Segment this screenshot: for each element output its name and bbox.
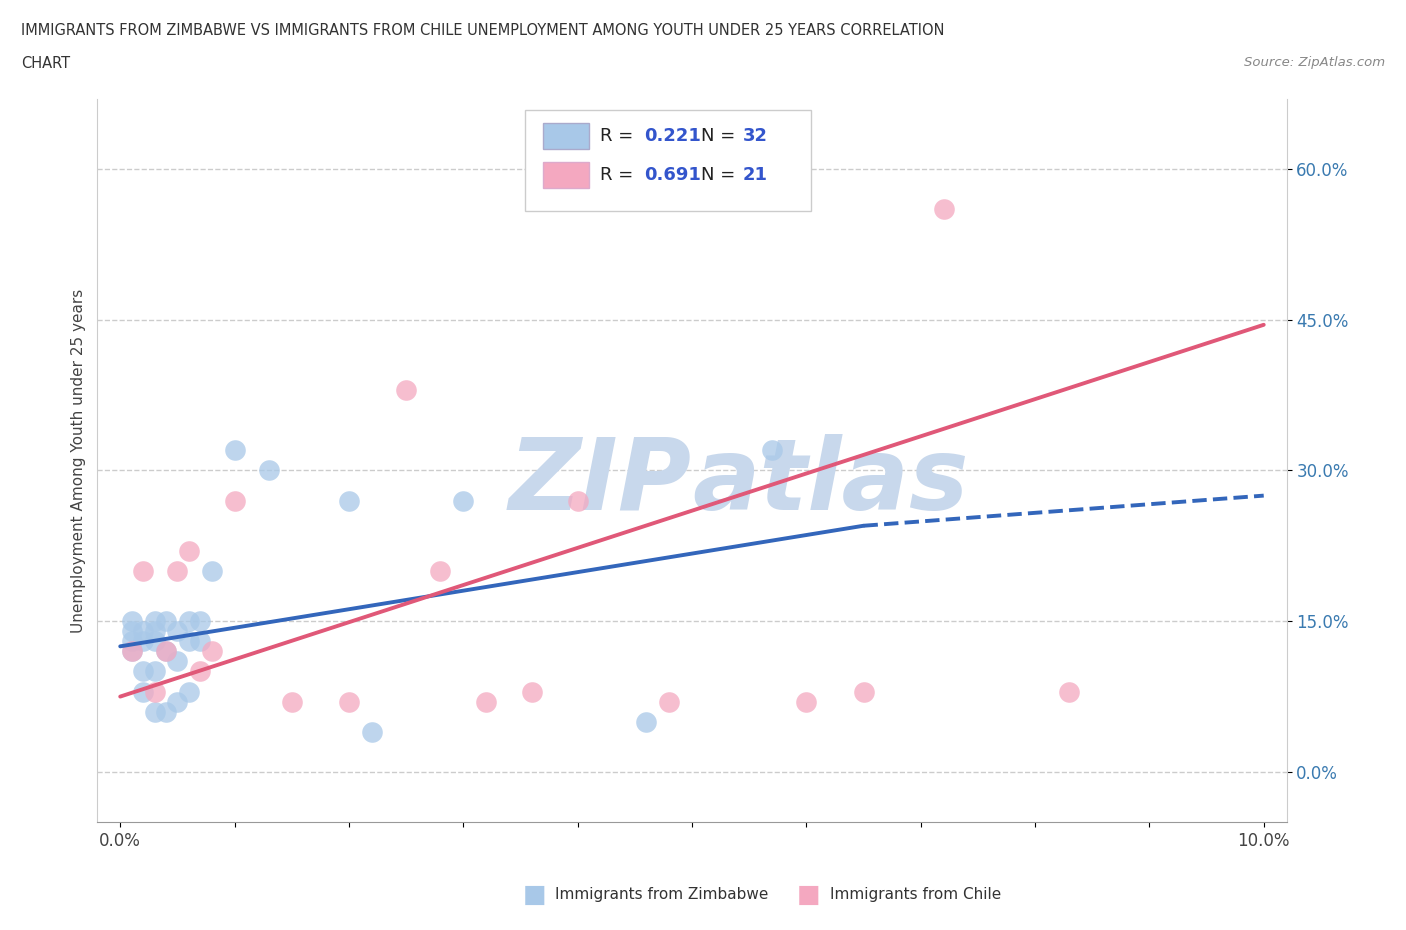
Text: 0.221: 0.221 bbox=[644, 127, 702, 145]
Point bbox=[224, 443, 246, 458]
Point bbox=[121, 614, 143, 629]
Point bbox=[121, 644, 143, 658]
Text: R =: R = bbox=[600, 166, 640, 183]
Text: R =: R = bbox=[600, 127, 640, 145]
Text: Immigrants from Zimbabwe: Immigrants from Zimbabwe bbox=[555, 887, 769, 902]
Point bbox=[201, 564, 224, 578]
Point bbox=[224, 493, 246, 508]
Point bbox=[166, 564, 188, 578]
Point bbox=[143, 614, 166, 629]
Text: 0.691: 0.691 bbox=[644, 166, 702, 183]
Point bbox=[143, 704, 166, 719]
FancyBboxPatch shape bbox=[526, 110, 811, 211]
Point bbox=[132, 564, 155, 578]
Point bbox=[177, 614, 200, 629]
Point bbox=[188, 634, 211, 649]
Text: 32: 32 bbox=[744, 127, 768, 145]
Text: Immigrants from Chile: Immigrants from Chile bbox=[830, 887, 1001, 902]
Text: ■: ■ bbox=[523, 883, 546, 907]
Point bbox=[395, 382, 418, 397]
Point bbox=[166, 654, 188, 669]
Point bbox=[201, 644, 224, 658]
Point bbox=[155, 644, 177, 658]
Point bbox=[188, 664, 211, 679]
Point bbox=[155, 644, 177, 658]
Point bbox=[177, 634, 200, 649]
Y-axis label: Unemployment Among Youth under 25 years: Unemployment Among Youth under 25 years bbox=[72, 288, 86, 632]
Point bbox=[337, 493, 360, 508]
Point bbox=[166, 694, 188, 709]
Point bbox=[281, 694, 304, 709]
Point bbox=[155, 704, 177, 719]
Point bbox=[177, 684, 200, 699]
Point bbox=[132, 634, 155, 649]
Text: 21: 21 bbox=[744, 166, 768, 183]
Point bbox=[475, 694, 498, 709]
Point bbox=[451, 493, 474, 508]
Point bbox=[337, 694, 360, 709]
Text: IMMIGRANTS FROM ZIMBABWE VS IMMIGRANTS FROM CHILE UNEMPLOYMENT AMONG YOUTH UNDER: IMMIGRANTS FROM ZIMBABWE VS IMMIGRANTS F… bbox=[21, 23, 945, 38]
Point bbox=[1059, 684, 1081, 699]
Point bbox=[121, 634, 143, 649]
Point bbox=[132, 664, 155, 679]
Text: ZIP: ZIP bbox=[509, 433, 692, 531]
Text: atlas: atlas bbox=[692, 433, 969, 531]
Point bbox=[121, 624, 143, 639]
Point bbox=[429, 564, 451, 578]
Point bbox=[132, 624, 155, 639]
Text: Source: ZipAtlas.com: Source: ZipAtlas.com bbox=[1244, 56, 1385, 69]
Text: CHART: CHART bbox=[21, 56, 70, 71]
Point bbox=[143, 634, 166, 649]
Point bbox=[188, 614, 211, 629]
Point bbox=[761, 443, 783, 458]
Point bbox=[852, 684, 875, 699]
Point bbox=[794, 694, 817, 709]
Point bbox=[520, 684, 543, 699]
Point bbox=[166, 624, 188, 639]
FancyBboxPatch shape bbox=[543, 124, 589, 150]
Text: ■: ■ bbox=[797, 883, 820, 907]
Point bbox=[658, 694, 681, 709]
Point bbox=[636, 714, 658, 729]
Point bbox=[143, 624, 166, 639]
Point bbox=[177, 543, 200, 558]
Point bbox=[143, 684, 166, 699]
Text: N =: N = bbox=[702, 166, 741, 183]
Point bbox=[360, 724, 382, 739]
FancyBboxPatch shape bbox=[543, 162, 589, 188]
Point bbox=[143, 664, 166, 679]
Point bbox=[932, 202, 955, 217]
Point bbox=[121, 644, 143, 658]
Text: N =: N = bbox=[702, 127, 741, 145]
Point bbox=[567, 493, 589, 508]
Point bbox=[155, 614, 177, 629]
Point bbox=[257, 463, 280, 478]
Point bbox=[132, 684, 155, 699]
